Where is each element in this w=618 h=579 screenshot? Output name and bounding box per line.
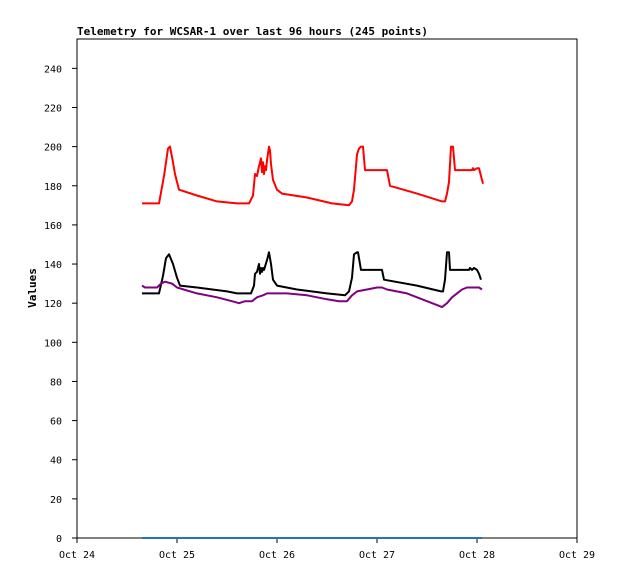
x-tick-label: Oct 29: [559, 550, 595, 561]
x-tick-label: Oct 26: [259, 550, 295, 561]
y-tick-label: 180: [44, 182, 62, 193]
y-tick-label: 40: [50, 456, 62, 467]
y-tick-label: 120: [44, 299, 62, 310]
y-axis: 0 20 40 60 80 100 120 140 160 180 200 220 240: [44, 64, 77, 545]
y-tick-label: 160: [44, 221, 62, 232]
x-tick-label: Oct 25: [159, 550, 195, 561]
y-tick-label: 240: [44, 64, 62, 75]
series-line-1: [142, 145, 484, 207]
y-axis-label: Values: [26, 268, 39, 308]
y-tick-label: 100: [44, 338, 62, 349]
chart-title: Telemetry for WCSAR-1 over last 96 hours…: [77, 25, 428, 38]
x-axis: Oct 24 Oct 25 Oct 26 Oct 27 Oct 28 Oct 29: [59, 538, 595, 561]
series-line-2: [142, 251, 482, 297]
x-tick-label: Oct 28: [459, 550, 495, 561]
x-tick-label: Oct 27: [359, 550, 395, 561]
y-tick-label: 60: [50, 417, 62, 428]
y-tick-label: 220: [44, 103, 62, 114]
y-tick-label: 20: [50, 495, 62, 506]
series-line-3: [141, 280, 483, 309]
y-tick-label: 140: [44, 260, 62, 271]
x-tick-label: Oct 24: [59, 550, 95, 561]
y-tick-label: 200: [44, 143, 62, 154]
y-tick-label: 80: [50, 377, 62, 388]
series-group: [141, 145, 484, 539]
y-tick-label: 0: [56, 534, 62, 545]
